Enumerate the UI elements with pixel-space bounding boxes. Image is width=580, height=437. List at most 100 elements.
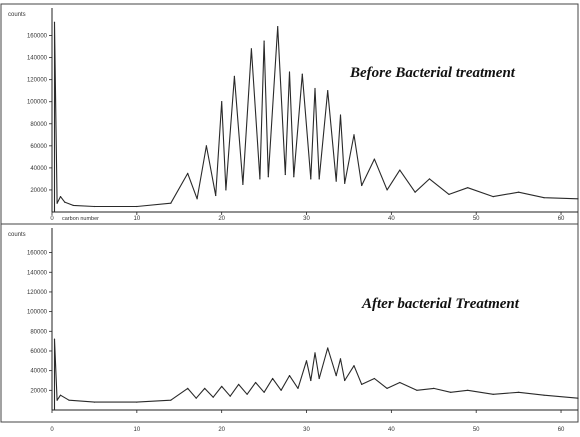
x-tick-label: 50 bbox=[473, 427, 480, 433]
panel-frame bbox=[0, 3, 579, 225]
data-point bbox=[259, 178, 261, 180]
y-tick-label: 20000 bbox=[30, 388, 47, 394]
data-point bbox=[492, 393, 494, 395]
data-point bbox=[187, 387, 189, 389]
y-tick-label: 100000 bbox=[27, 100, 48, 106]
x-tick-label: 20 bbox=[218, 427, 225, 433]
data-point bbox=[212, 396, 214, 398]
data-point bbox=[448, 193, 450, 195]
data-point bbox=[305, 360, 308, 362]
data-point bbox=[335, 180, 337, 182]
data-point bbox=[414, 191, 416, 193]
data-point bbox=[56, 399, 58, 401]
y-tick-label: 120000 bbox=[27, 290, 48, 296]
data-point bbox=[136, 205, 138, 208]
y-tick-label: 80000 bbox=[30, 329, 47, 335]
data-point bbox=[373, 158, 375, 160]
data-point bbox=[272, 377, 274, 380]
data-point bbox=[386, 189, 388, 191]
x-tick-label: 50 bbox=[473, 216, 480, 222]
panel-before: counts 20000 40000 60000 80000 100000 120000 14… bbox=[0, 3, 579, 225]
x-tick-label: 10 bbox=[133, 427, 140, 433]
data-point bbox=[263, 391, 265, 393]
data-point bbox=[428, 178, 431, 180]
data-point bbox=[242, 183, 244, 185]
data-point bbox=[170, 399, 172, 401]
data-point bbox=[314, 87, 316, 90]
panel-title: Before Bacterial treatment bbox=[349, 65, 516, 81]
data-point bbox=[518, 391, 520, 393]
panel-frame bbox=[0, 223, 579, 423]
data-point bbox=[288, 375, 291, 377]
x-tick-label: 30 bbox=[303, 216, 310, 222]
y-tick-label: 140000 bbox=[27, 270, 48, 276]
y-tick-label: 60000 bbox=[30, 349, 47, 355]
data-point bbox=[225, 189, 227, 191]
data-point bbox=[205, 145, 207, 147]
data-point bbox=[399, 381, 401, 384]
data-point bbox=[467, 187, 469, 189]
chromatogram-trace bbox=[53, 338, 579, 410]
x-tick-label: 60 bbox=[558, 216, 565, 222]
data-point bbox=[59, 196, 62, 198]
data-point bbox=[233, 75, 235, 77]
data-point bbox=[280, 389, 282, 391]
data-point bbox=[293, 176, 295, 178]
data-point bbox=[267, 176, 269, 178]
data-point bbox=[53, 338, 56, 340]
data-point bbox=[72, 204, 74, 206]
panel-after: counts 20000 40000 60000 80000 100000 120000 14… bbox=[0, 223, 579, 433]
data-point bbox=[399, 169, 401, 171]
y-tick-label: 40000 bbox=[30, 369, 47, 375]
x-tick-label: 60 bbox=[558, 427, 565, 433]
data-point bbox=[195, 397, 197, 399]
x-tick-label: 0 bbox=[50, 427, 54, 433]
data-point bbox=[577, 397, 579, 399]
x-tick-label: 40 bbox=[388, 427, 395, 433]
data-point bbox=[250, 48, 252, 50]
data-point bbox=[339, 358, 342, 360]
data-point bbox=[68, 399, 70, 401]
data-point bbox=[204, 387, 206, 389]
data-point bbox=[450, 391, 452, 393]
data-point bbox=[416, 389, 418, 391]
y-axis-label: counts bbox=[8, 232, 26, 238]
data-point bbox=[518, 191, 520, 193]
x-tick-label: 20 bbox=[218, 216, 225, 222]
data-point bbox=[467, 389, 469, 391]
data-point bbox=[196, 198, 198, 200]
data-point bbox=[53, 21, 56, 23]
chromatogram-trace bbox=[53, 21, 579, 212]
data-point bbox=[221, 385, 223, 387]
y-axis-label: counts bbox=[8, 12, 26, 18]
y-tick-label: 20000 bbox=[30, 188, 47, 194]
data-point bbox=[543, 394, 545, 396]
data-point bbox=[344, 379, 346, 382]
data-point bbox=[543, 197, 545, 199]
x-tick-label: 10 bbox=[133, 216, 140, 222]
data-point bbox=[577, 198, 579, 200]
data-point bbox=[353, 365, 355, 367]
x-tick-label: 40 bbox=[388, 216, 395, 222]
data-point bbox=[277, 26, 279, 28]
y-tick-label: 160000 bbox=[27, 34, 48, 40]
x-tick-label: 0 bbox=[50, 216, 54, 222]
data-point bbox=[93, 205, 95, 208]
y-tick-label: 160000 bbox=[27, 251, 48, 257]
data-point bbox=[221, 101, 223, 103]
data-point bbox=[246, 393, 248, 395]
data-point bbox=[353, 134, 355, 136]
data-point bbox=[56, 202, 58, 204]
x-tick-label: 30 bbox=[303, 427, 310, 433]
data-point bbox=[433, 387, 435, 389]
y-tick-label: 40000 bbox=[30, 166, 47, 172]
y-tick-label: 140000 bbox=[27, 56, 48, 62]
data-point bbox=[361, 383, 363, 385]
data-point bbox=[187, 172, 189, 174]
data-point bbox=[344, 182, 346, 184]
data-point bbox=[327, 90, 329, 92]
data-point bbox=[238, 383, 240, 385]
data-point bbox=[373, 377, 375, 380]
data-point bbox=[310, 379, 312, 382]
